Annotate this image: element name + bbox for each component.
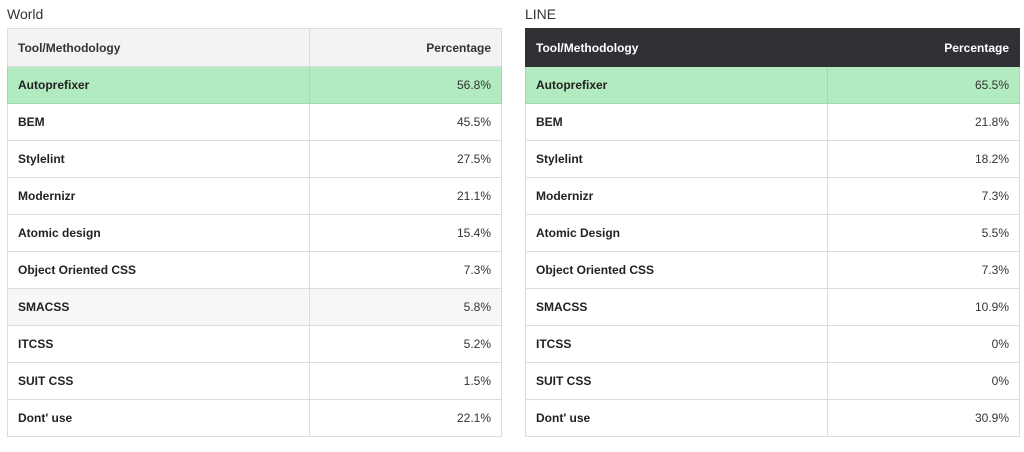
tool-name: SMACSS bbox=[7, 288, 310, 326]
tool-name: Dont' use bbox=[7, 399, 310, 437]
tool-name: SUIT CSS bbox=[525, 362, 828, 400]
tool-name: Modernizr bbox=[525, 177, 828, 215]
line-table: Tool/Methodology Percentage Autoprefixer… bbox=[525, 28, 1020, 437]
world-panel: World Tool/Methodology Percentage Autopr… bbox=[7, 0, 502, 437]
tool-name: Object Oriented CSS bbox=[525, 251, 828, 289]
tool-percentage: 7.3% bbox=[827, 177, 1020, 215]
tool-percentage: 5.8% bbox=[309, 288, 502, 326]
tool-name: Autoprefixer bbox=[7, 66, 310, 104]
tool-percentage: 7.3% bbox=[309, 251, 502, 289]
tool-percentage: 18.2% bbox=[827, 140, 1020, 178]
tool-percentage: 5.5% bbox=[827, 214, 1020, 252]
table-row: BEM 45.5% bbox=[7, 103, 502, 141]
table-row: ITCSS 5.2% bbox=[7, 325, 502, 363]
table-row: Modernizr 7.3% bbox=[525, 177, 1020, 215]
tool-name: SUIT CSS bbox=[7, 362, 310, 400]
tool-name: Dont' use bbox=[525, 399, 828, 437]
table-row: Dont' use 22.1% bbox=[7, 399, 502, 437]
tool-percentage: 27.5% bbox=[309, 140, 502, 178]
tool-name: Stylelint bbox=[7, 140, 310, 178]
tool-percentage: 56.8% bbox=[309, 66, 502, 104]
tool-percentage: 21.1% bbox=[309, 177, 502, 215]
tool-percentage: 0% bbox=[827, 362, 1020, 400]
table-row: SUIT CSS 0% bbox=[525, 362, 1020, 400]
table-row: Autoprefixer 65.5% bbox=[525, 66, 1020, 104]
tool-name: ITCSS bbox=[525, 325, 828, 363]
world-title: World bbox=[7, 6, 44, 22]
column-header-tool: Tool/Methodology bbox=[525, 28, 828, 67]
table-header-row: Tool/Methodology Percentage bbox=[7, 28, 502, 67]
table-row: Object Oriented CSS 7.3% bbox=[525, 251, 1020, 289]
tool-name: ITCSS bbox=[7, 325, 310, 363]
tool-percentage: 0% bbox=[827, 325, 1020, 363]
column-header-tool: Tool/Methodology bbox=[7, 28, 310, 67]
line-title: LINE bbox=[525, 6, 557, 22]
tool-name: BEM bbox=[525, 103, 828, 141]
tool-percentage: 65.5% bbox=[827, 66, 1020, 104]
tool-percentage: 21.8% bbox=[827, 103, 1020, 141]
tool-name: Atomic Design bbox=[525, 214, 828, 252]
world-table: Tool/Methodology Percentage Autoprefixer… bbox=[7, 28, 502, 437]
table-row: Dont' use 30.9% bbox=[525, 399, 1020, 437]
tool-percentage: 22.1% bbox=[309, 399, 502, 437]
table-row: BEM 21.8% bbox=[525, 103, 1020, 141]
tool-name: Atomic design bbox=[7, 214, 310, 252]
table-row: SMACSS 10.9% bbox=[525, 288, 1020, 326]
table-row: SUIT CSS 1.5% bbox=[7, 362, 502, 400]
tool-percentage: 5.2% bbox=[309, 325, 502, 363]
column-header-percentage: Percentage bbox=[309, 28, 502, 67]
tool-name: Modernizr bbox=[7, 177, 310, 215]
table-row: Object Oriented CSS 7.3% bbox=[7, 251, 502, 289]
table-row: Autoprefixer 56.8% bbox=[7, 66, 502, 104]
table-header-row: Tool/Methodology Percentage bbox=[525, 28, 1020, 67]
tool-percentage: 1.5% bbox=[309, 362, 502, 400]
tool-name: Stylelint bbox=[525, 140, 828, 178]
tool-percentage: 10.9% bbox=[827, 288, 1020, 326]
tool-percentage: 30.9% bbox=[827, 399, 1020, 437]
tool-percentage: 15.4% bbox=[309, 214, 502, 252]
tool-percentage: 45.5% bbox=[309, 103, 502, 141]
tool-name: SMACSS bbox=[525, 288, 828, 326]
table-row: Stylelint 18.2% bbox=[525, 140, 1020, 178]
tool-percentage: 7.3% bbox=[827, 251, 1020, 289]
line-panel: LINE Tool/Methodology Percentage Autopre… bbox=[525, 0, 1020, 437]
table-row: Modernizr 21.1% bbox=[7, 177, 502, 215]
table-row: ITCSS 0% bbox=[525, 325, 1020, 363]
tool-name: BEM bbox=[7, 103, 310, 141]
table-row: Atomic Design 5.5% bbox=[525, 214, 1020, 252]
table-row: Atomic design 15.4% bbox=[7, 214, 502, 252]
table-row: Stylelint 27.5% bbox=[7, 140, 502, 178]
table-row: SMACSS 5.8% bbox=[7, 288, 502, 326]
tool-name: Object Oriented CSS bbox=[7, 251, 310, 289]
column-header-percentage: Percentage bbox=[827, 28, 1020, 67]
tool-name: Autoprefixer bbox=[525, 66, 828, 104]
